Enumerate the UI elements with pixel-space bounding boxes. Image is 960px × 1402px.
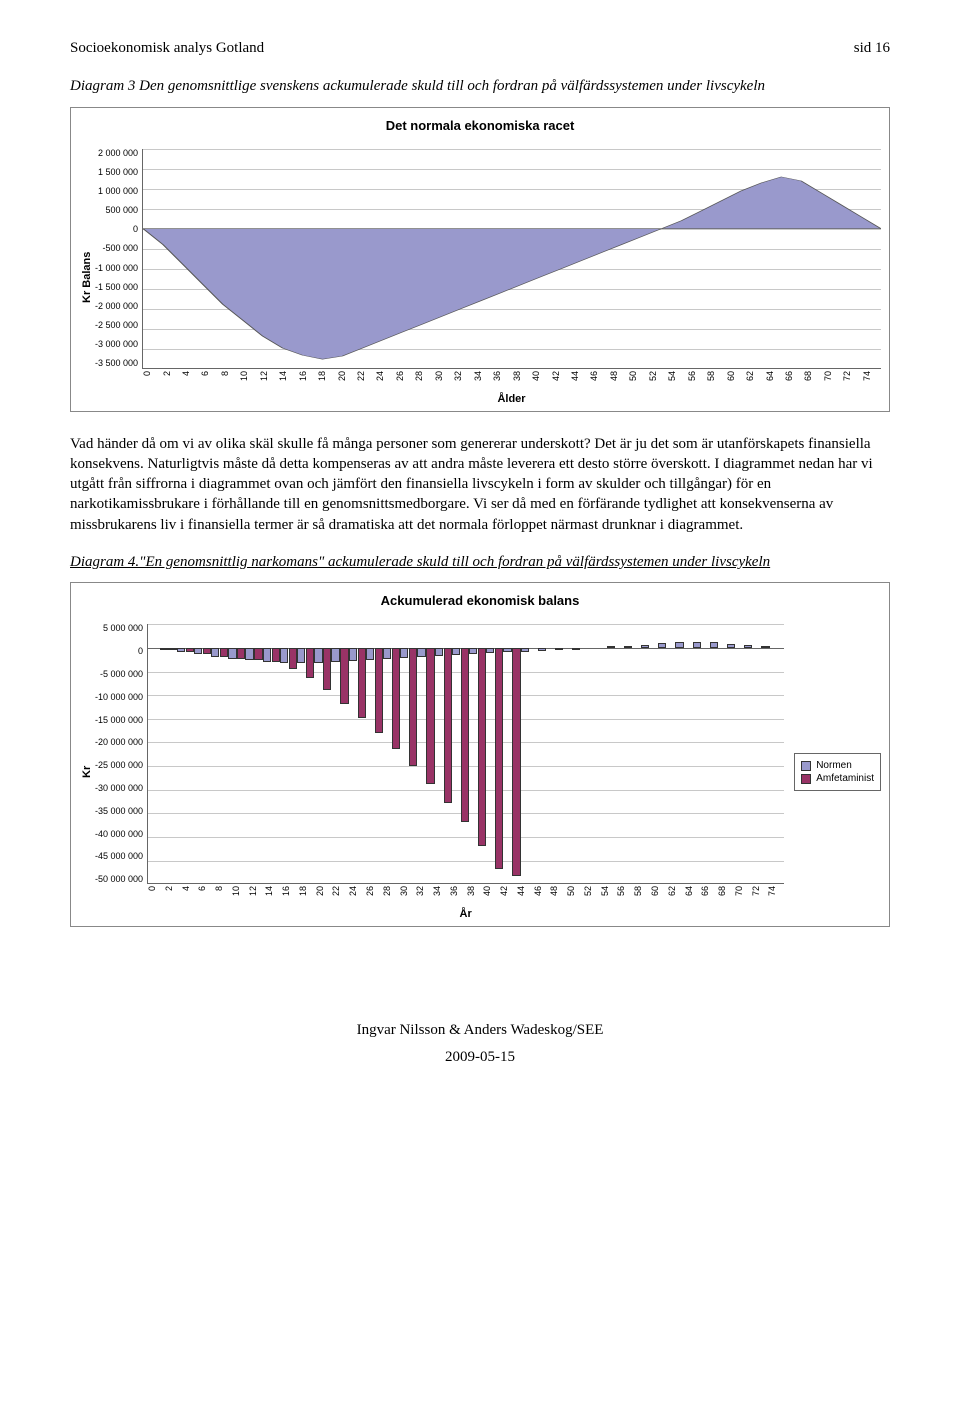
chart2-title: Ackumulerad ekonomisk balans (79, 593, 881, 608)
chart2-yticks: 5 000 0000-5 000 000-10 000 000-15 000 0… (95, 624, 147, 884)
page-header: Socioekonomisk analys Gotland sid 16 (70, 40, 890, 57)
diagram4-caption: Diagram 4."En genomsnittlig narkomans" a… (70, 553, 890, 573)
chart2-plot (147, 624, 784, 884)
chart1-yticks: 2 000 0001 500 0001 000 000500 0000-500 … (95, 149, 142, 369)
body-paragraph: Vad händer då om vi av olika skäl skulle… (70, 434, 890, 535)
chart1-plot (142, 149, 881, 369)
chart2-xlabel: År (147, 908, 784, 920)
chart1-ylabel: Kr Balans (79, 149, 95, 405)
header-left: Socioekonomisk analys Gotland (70, 40, 264, 57)
chart1-container: Det normala ekonomiska racet Kr Balans 2… (70, 107, 890, 412)
footer-authors: Ingvar Nilsson & Anders Wadeskog/SEE (70, 1017, 890, 1044)
chart1-xlabel: Ålder (142, 393, 881, 405)
chart2-xticks: 0246810121416182022242628303234363840424… (147, 886, 784, 904)
diagram3-caption: Diagram 3 Den genomsnittlige svenskens a… (70, 77, 890, 97)
footer-date: 2009-05-15 (70, 1044, 890, 1071)
page-footer: Ingvar Nilsson & Anders Wadeskog/SEE 200… (70, 1017, 890, 1071)
header-right: sid 16 (854, 40, 890, 57)
chart1-title: Det normala ekonomiska racet (79, 118, 881, 133)
chart2-ylabel: Kr (79, 624, 95, 920)
chart2-container: Ackumulerad ekonomisk balans Kr 5 000 00… (70, 582, 890, 927)
chart1-xticks: 0246810121416182022242628303234363840424… (142, 371, 881, 389)
chart2-legend: NormenAmfetaminist (794, 753, 881, 791)
